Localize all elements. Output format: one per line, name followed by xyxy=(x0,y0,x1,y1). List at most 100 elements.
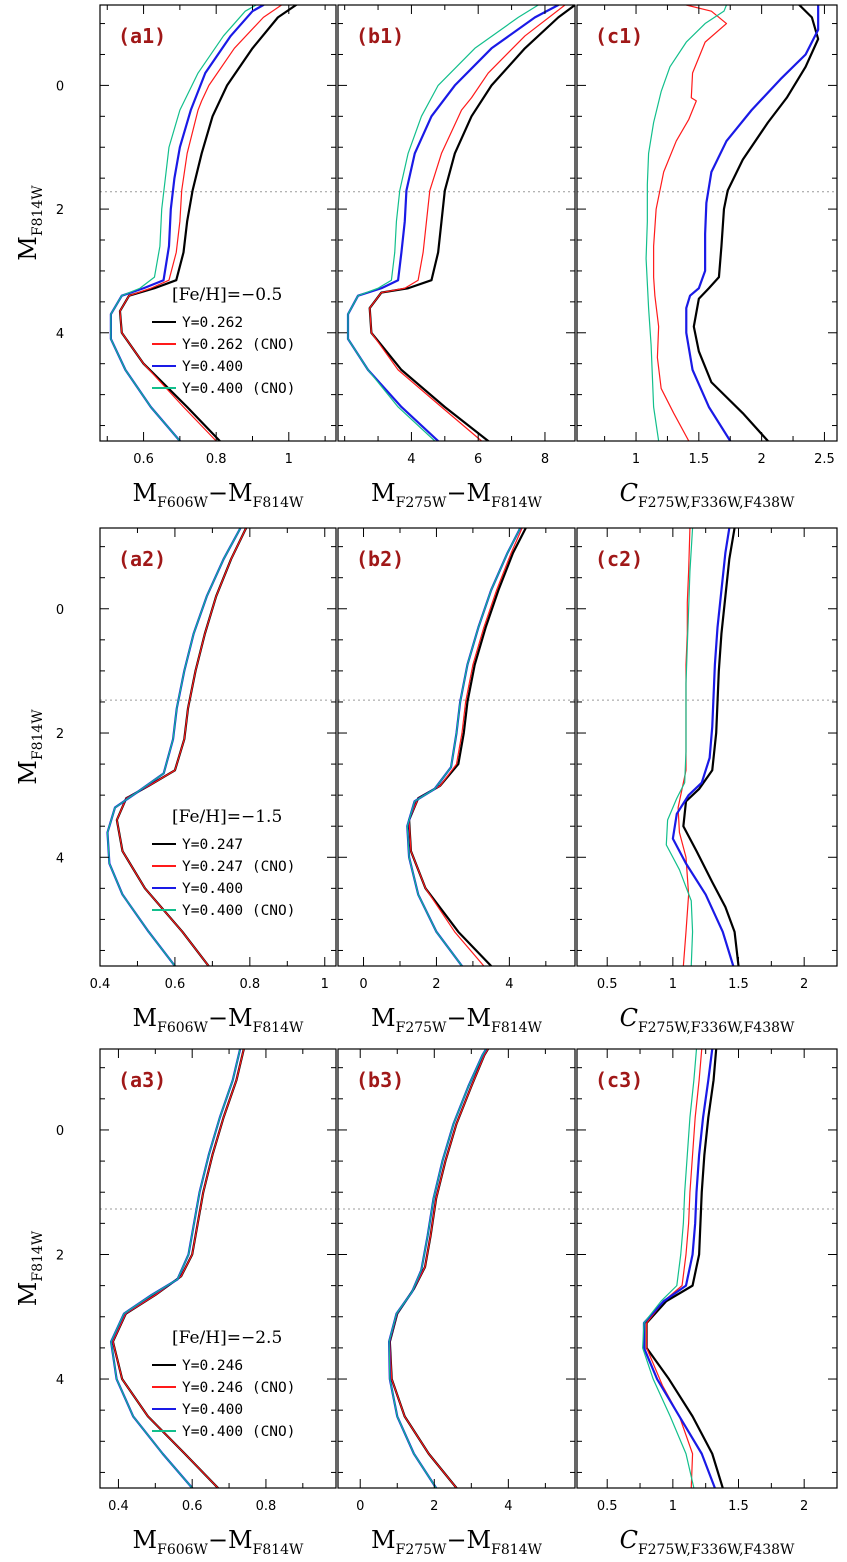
legend: [Fe/H]=−1.5 Y=0.247 Y=0.247 (CNO) Y=0.400 Y=… xyxy=(152,807,296,919)
x-axis-label-sub: F275W,F336W,F438W xyxy=(638,1542,795,1558)
panel-frame xyxy=(337,4,576,442)
series-line-blue xyxy=(671,528,735,966)
x-tick-label: 0.6 xyxy=(165,977,186,992)
panel-frame xyxy=(99,1048,337,1489)
legend-title: [Fe/H]=−2.5 xyxy=(172,1328,282,1348)
x-axis-label: MF275W−MF814W xyxy=(371,1526,543,1558)
x-tick-label: 0 xyxy=(359,977,367,992)
series-line-green xyxy=(645,5,728,441)
series-line-blue xyxy=(406,528,522,966)
x-tick-label: 0 xyxy=(356,1499,364,1514)
x-axis-label-main: C xyxy=(620,1004,638,1032)
panel-frame xyxy=(99,527,337,967)
y-tick-label: 2 xyxy=(56,203,64,218)
panel-label: (b3) xyxy=(356,1068,404,1092)
x-tick-label: 4 xyxy=(505,977,513,992)
panel-frame xyxy=(576,1048,838,1489)
legend-title: [Fe/H]=−1.5 xyxy=(172,807,282,827)
x-axis-label-sub: F814W xyxy=(491,495,542,511)
panel-b3: 0 2 4 (b3) MF275W−MF814W xyxy=(337,1048,576,1558)
legend-item-blue: Y=0.400 xyxy=(182,359,243,375)
x-axis-label-main: M xyxy=(371,1004,396,1032)
x-axis-label-sub: F814W xyxy=(491,1542,542,1558)
x-axis-label-sub: F275W,F336W,F438W xyxy=(638,1020,795,1036)
x-axis-label: CF275W,F336W,F438W xyxy=(620,1526,795,1558)
legend-item-green: Y=0.400 (CNO) xyxy=(182,381,296,397)
series-line-green xyxy=(642,1049,698,1488)
x-tick-label: 8 xyxy=(541,452,549,467)
y-axis-label-main: M xyxy=(14,236,42,261)
legend-title: [Fe/H]=−0.5 xyxy=(172,285,282,305)
x-axis-label: CF275W,F336W,F438W xyxy=(620,479,795,511)
x-tick-label: 2 xyxy=(430,1499,438,1514)
series-line-black xyxy=(408,528,527,966)
panel-frame xyxy=(337,527,576,967)
legend-item-red: Y=0.246 (CNO) xyxy=(182,1380,296,1396)
series-line-black xyxy=(692,5,820,441)
panel-c2: 0.5 1 1.5 2 (c2) CF275W,F336W,F438W xyxy=(576,527,838,1036)
legend-item-black: Y=0.262 xyxy=(182,315,243,331)
x-axis-label-main: M xyxy=(133,479,158,507)
series-line-green xyxy=(110,5,257,441)
legend-item-blue: Y=0.400 xyxy=(182,1402,243,1418)
y-axis-label-main: M xyxy=(14,1282,42,1307)
x-axis-label: MF606W−MF814W xyxy=(133,1004,305,1036)
x-axis-label-mid: −M xyxy=(208,1526,253,1554)
x-tick-label: 2.5 xyxy=(814,452,835,467)
x-axis-label-mid: −M xyxy=(446,1004,491,1032)
y-tick-label: 0 xyxy=(56,603,64,618)
series-line-red xyxy=(369,5,566,441)
series-line-red xyxy=(116,528,247,966)
panel-label: (c3) xyxy=(595,1068,643,1092)
series-line-red xyxy=(112,1049,245,1488)
series-line-black xyxy=(368,5,575,441)
x-tick-label: 1.5 xyxy=(728,1499,749,1514)
x-tick-label: 0.8 xyxy=(239,977,260,992)
x-axis-label-main: C xyxy=(620,1526,638,1554)
x-axis-label: MF606W−MF814W xyxy=(133,479,305,511)
x-axis-label-main: M xyxy=(133,1004,158,1032)
x-tick-label: 1 xyxy=(285,452,293,467)
series-line-green xyxy=(665,528,694,966)
legend-item-green: Y=0.400 (CNO) xyxy=(182,1424,296,1440)
series-line-red xyxy=(389,1049,489,1488)
x-tick-label: 0.4 xyxy=(90,977,111,992)
x-axis-label-sub: F814W xyxy=(253,1020,304,1036)
panel-label: (c1) xyxy=(595,24,643,48)
series-line-red xyxy=(408,528,523,966)
x-axis-label-sub: F606W xyxy=(157,495,208,511)
x-axis-label: MF275W−MF814W xyxy=(371,479,543,511)
series-line-red xyxy=(646,1049,703,1488)
y-axis-label-main: M xyxy=(14,760,42,785)
panel-a2: 0.4 0.6 0.8 1 0 2 4 (a2) MF606W−MF814W xyxy=(56,527,337,1036)
x-tick-label: 0.5 xyxy=(597,977,618,992)
series-line-black xyxy=(682,528,740,966)
y-tick-label: 4 xyxy=(56,1373,64,1388)
x-axis-label-mid: −M xyxy=(208,1004,253,1032)
x-tick-label: 1 xyxy=(632,452,640,467)
y-tick-label: 2 xyxy=(56,1248,64,1263)
series-line-black xyxy=(645,1049,724,1488)
x-tick-label: 1.5 xyxy=(688,452,709,467)
series-line-red xyxy=(653,5,728,441)
series-line-green xyxy=(347,5,539,441)
legend-item-red: Y=0.247 (CNO) xyxy=(182,859,296,875)
x-tick-label: 6 xyxy=(474,452,482,467)
legend-item-blue: Y=0.400 xyxy=(182,881,243,897)
x-tick-label: 0.6 xyxy=(133,452,154,467)
panel-label: (b2) xyxy=(356,547,404,571)
x-tick-label: 2 xyxy=(757,452,765,467)
panel-c3: 0.5 1 1.5 2 (c3) CF275W,F336W,F438W xyxy=(576,1048,838,1558)
y-axis-label-sub: F814W xyxy=(30,709,46,760)
y-tick-label: 4 xyxy=(56,851,64,866)
panel-c1: 1 1.5 2 2.5 (c1) CF275W,F336W,F438W xyxy=(576,4,838,511)
x-axis-label: MF606W−MF814W xyxy=(133,1526,305,1558)
series-line-black xyxy=(388,1049,490,1488)
panel-label: (c2) xyxy=(595,547,643,571)
x-axis-label-sub: F275W xyxy=(396,1020,447,1036)
x-tick-label: 4 xyxy=(407,452,415,467)
legend: [Fe/H]=−2.5 Y=0.246 Y=0.246 (CNO) Y=0.400 Y=… xyxy=(152,1328,296,1440)
